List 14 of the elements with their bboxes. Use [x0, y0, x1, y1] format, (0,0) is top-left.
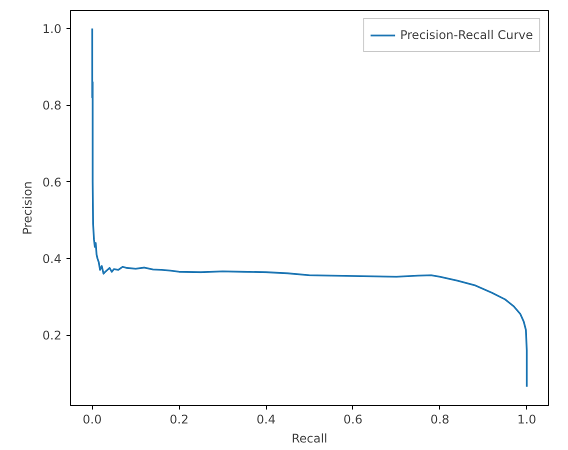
x-tick-label: 0.6: [343, 412, 363, 426]
x-tick-label: 0.2: [170, 412, 189, 426]
x-tick-label: 1.0: [517, 412, 536, 426]
y-tick-label: 0.6: [42, 175, 62, 190]
y-tick-label: 0.2: [42, 328, 62, 343]
y-tick-label: 0.4: [42, 252, 62, 266]
x-axis-title: Recall: [292, 432, 328, 446]
y-tick-label: 1.0: [42, 22, 62, 36]
legend-label: Precision-Recall Curve: [400, 28, 533, 42]
x-tick-label: 0.0: [82, 412, 102, 426]
y-tick-label: 0.8: [42, 98, 62, 113]
x-tick-label: 0.8: [430, 412, 450, 426]
y-axis-title: Precision: [20, 181, 34, 235]
x-tick-label: 0.4: [256, 412, 276, 426]
